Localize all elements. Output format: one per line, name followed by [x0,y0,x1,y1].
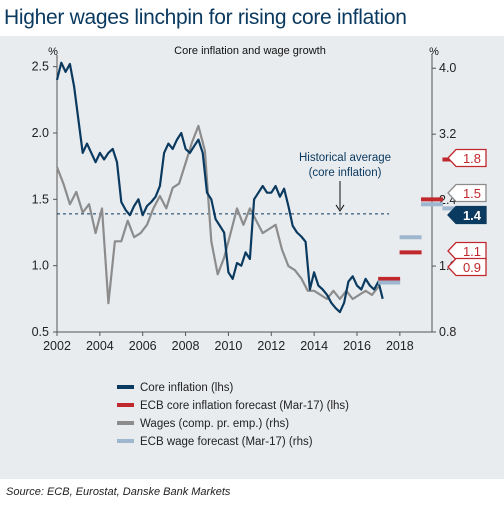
y-left-tick-label: 2.5 [32,60,49,74]
legend-label: Core inflation (lhs) [140,382,233,394]
x-tick-label: 2008 [172,339,200,353]
value-callout [447,148,487,168]
y-right-tick-label: 3.2 [439,127,456,141]
value-callout [447,205,487,225]
annotation-label-line2: (core inflation) [309,167,382,179]
value-callout-label: 1.8 [463,151,481,166]
y-left-tick-label: 0.5 [32,325,49,339]
x-tick-label: 2016 [343,339,371,353]
value-callout [447,257,487,277]
y-left-tick-label: 1.5 [32,192,49,206]
series-wages-line [55,124,380,305]
value-callout-label: 1.1 [463,244,481,259]
source-note: Source: ECB, Eurostat, Danske Bank Marke… [6,486,231,498]
value-callout [447,241,487,261]
value-callout-label: 1.4 [463,208,482,223]
legend-label: Wages (comp. pr. emp.) (rhs) [140,418,289,430]
legend-label: ECB core inflation forecast (Mar-17) (lh… [140,400,349,412]
annotation-arrow-head [335,204,345,212]
x-tick-label: 2002 [43,339,71,353]
x-tick-label: 2004 [86,339,114,353]
x-tick-label: 2010 [215,339,243,353]
x-tick-label: 2018 [386,339,414,353]
value-callout-label: 0.9 [463,260,481,275]
series-core-inflation-line [55,61,384,314]
x-tick-label: 2012 [257,339,285,353]
y-right-tick-label: 4.0 [439,61,456,75]
y-left-unit: % [48,46,58,58]
legend-label: ECB wage forecast (Mar-17) (rhs) [140,436,313,448]
y-left-tick-label: 1.0 [32,259,49,273]
annotation-label-line1: Historical average [299,152,391,164]
value-callout [447,183,487,203]
x-tick-label: 2006 [129,339,157,353]
chart-subtitle: Core inflation and wage growth [174,45,326,57]
value-callout-label: 1.5 [463,186,481,201]
y-right-tick-label: 0.8 [439,325,456,339]
y-right-unit: % [429,46,439,58]
page-title: Higher wages linchpin for rising core in… [4,6,407,29]
y-left-tick-label: 2.0 [32,126,49,140]
chart-panel [0,36,504,479]
x-tick-label: 2014 [300,339,328,353]
